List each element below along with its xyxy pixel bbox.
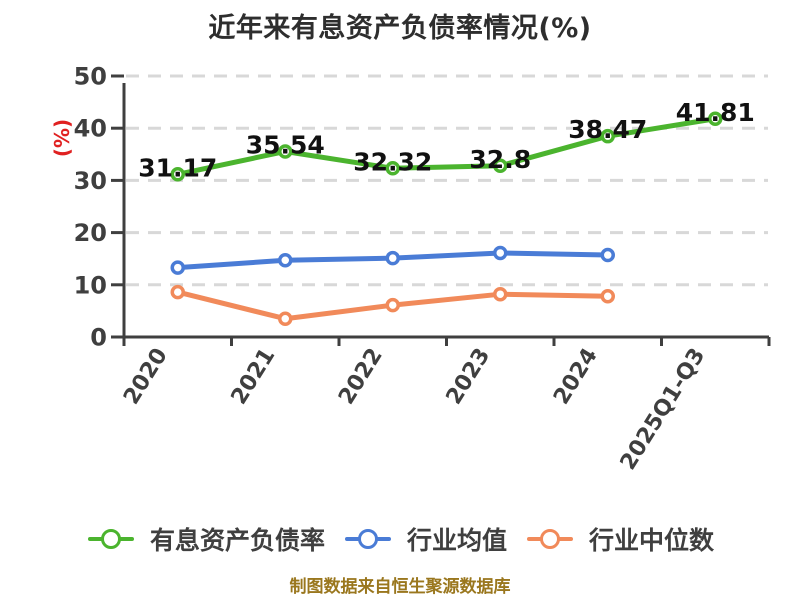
legend-marker-blue [345, 528, 392, 550]
data-point-label: 38.47 [568, 115, 647, 144]
legend-label: 行业中位数 [589, 526, 715, 555]
data-point [493, 158, 508, 174]
data-point [600, 128, 615, 144]
legend-item-interest-bearing-ratio[interactable]: 有息资产负债率 [88, 521, 325, 557]
data-point-label: 41.81 [676, 98, 755, 127]
legend-item-industry-median[interactable]: 行业中位数 [527, 521, 714, 557]
y-tick-label: 50 [74, 63, 107, 91]
y-tick-label: 30 [74, 167, 107, 195]
chart-legend: 有息资产负债率 行业均值 行业中位数 [88, 521, 714, 557]
data-point [708, 111, 723, 127]
data-point [600, 247, 615, 263]
y-tick-label: 40 [74, 115, 107, 143]
data-point [170, 284, 185, 300]
data-point [170, 167, 185, 182]
x-tick-label: 2025Q1-Q3 [616, 344, 711, 475]
x-tick-label: 2024 [549, 344, 603, 409]
data-point [170, 260, 185, 275]
x-tick-label: 2020 [119, 344, 173, 409]
chart-title: 近年来有息资产负债率情况(%) [208, 13, 592, 44]
data-source-note: 制图数据来自恒生聚源数据库 [289, 577, 511, 597]
data-point-label: 31.17 [138, 153, 217, 182]
data-point-label: 32.32 [353, 147, 432, 176]
data-point [278, 311, 293, 326]
x-tick-label: 2021 [227, 344, 281, 409]
data-point [385, 297, 400, 313]
legend-marker-green [88, 528, 134, 550]
data-point-label: 35.54 [246, 130, 325, 159]
legend-label: 行业均值 [407, 526, 508, 555]
legend-dot-icon [358, 529, 379, 549]
data-point [385, 161, 400, 176]
x-tick-label: 2022 [334, 344, 388, 409]
legend-marker-orange [527, 528, 574, 550]
y-tick-label: 20 [74, 219, 107, 247]
legend-dot-icon [540, 529, 561, 549]
data-point [278, 144, 293, 159]
x-tick-label: 2023 [442, 344, 496, 409]
data-point [600, 289, 615, 304]
y-tick-label: 0 [90, 324, 107, 352]
legend-dot-icon [101, 529, 121, 549]
data-point [493, 286, 508, 302]
legend-item-industry-mean[interactable]: 行业均值 [345, 521, 507, 557]
data-point [278, 253, 293, 268]
data-point [493, 245, 508, 261]
legend-label: 有息资产负债率 [150, 526, 326, 555]
data-point [385, 250, 400, 266]
series-line [175, 116, 718, 177]
y-tick-label: 10 [74, 271, 107, 299]
data-point-label: 32.8 [469, 145, 531, 174]
